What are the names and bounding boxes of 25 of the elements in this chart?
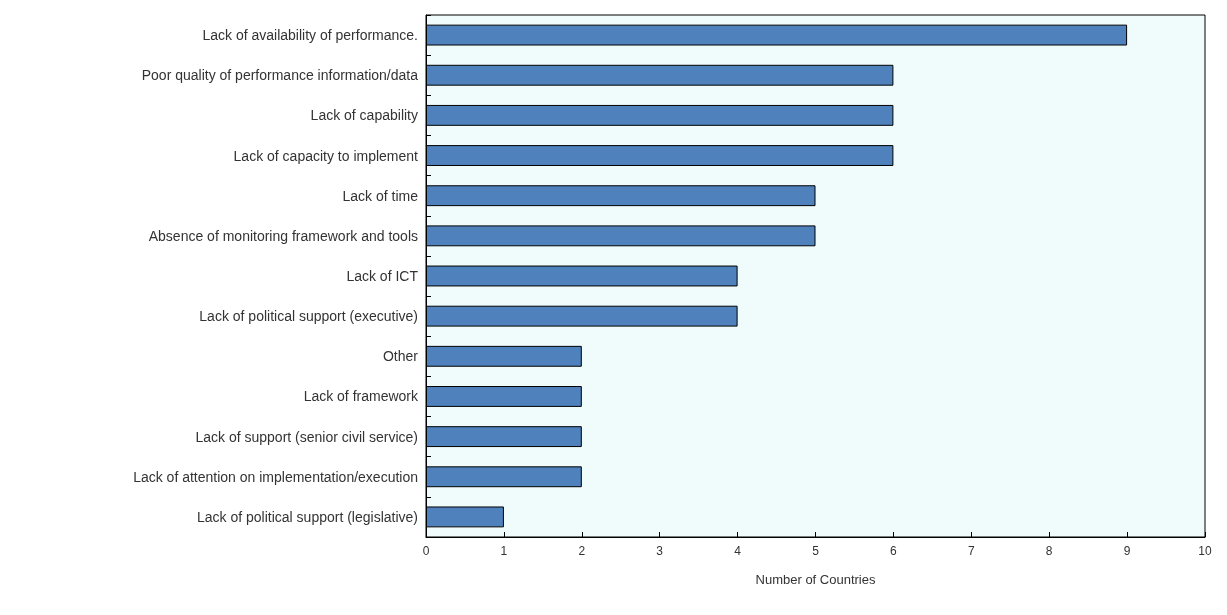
y-tick-label: Lack of framework (303, 388, 419, 405)
x-tick-label: 6 (890, 544, 898, 558)
x-tick-label: 1 (500, 544, 508, 558)
x-tick-label: 7 (967, 544, 975, 558)
y-tick-label: Lack of political support (legislative) (197, 508, 418, 525)
x-tick-label: 4 (734, 544, 742, 558)
x-tick-label: 10 (1198, 544, 1212, 558)
y-tick-label: Absence of monitoring framework and tools (148, 227, 418, 244)
x-tick-label: 5 (812, 544, 820, 558)
y-tick-label: Lack of support (senior civil service) (195, 428, 418, 445)
x-tick-label: 0 (422, 544, 430, 558)
y-tick-label: Lack of capacity to implement (233, 147, 419, 164)
y-tick-label: Lack of capability (310, 107, 418, 124)
y-tick-label: Lack of availability of performance. (202, 27, 418, 44)
y-tick-label: Poor quality of performance information/data (141, 67, 419, 84)
y-tick-label: Lack of ICT (346, 268, 419, 284)
y-tick-label: Lack of attention on implementation/execution (133, 468, 418, 485)
y-tick-label: Lack of political support (executive) (199, 308, 418, 325)
x-axis-title: Number of Countries (755, 572, 876, 587)
x-tick-label: 8 (1045, 544, 1053, 558)
x-tick-label: 3 (656, 544, 664, 558)
x-tick-label: 2 (578, 544, 586, 558)
x-tick-label: 9 (1123, 544, 1131, 558)
y-tick-label: Other (382, 348, 419, 365)
y-tick-label: Lack of time (342, 187, 419, 204)
